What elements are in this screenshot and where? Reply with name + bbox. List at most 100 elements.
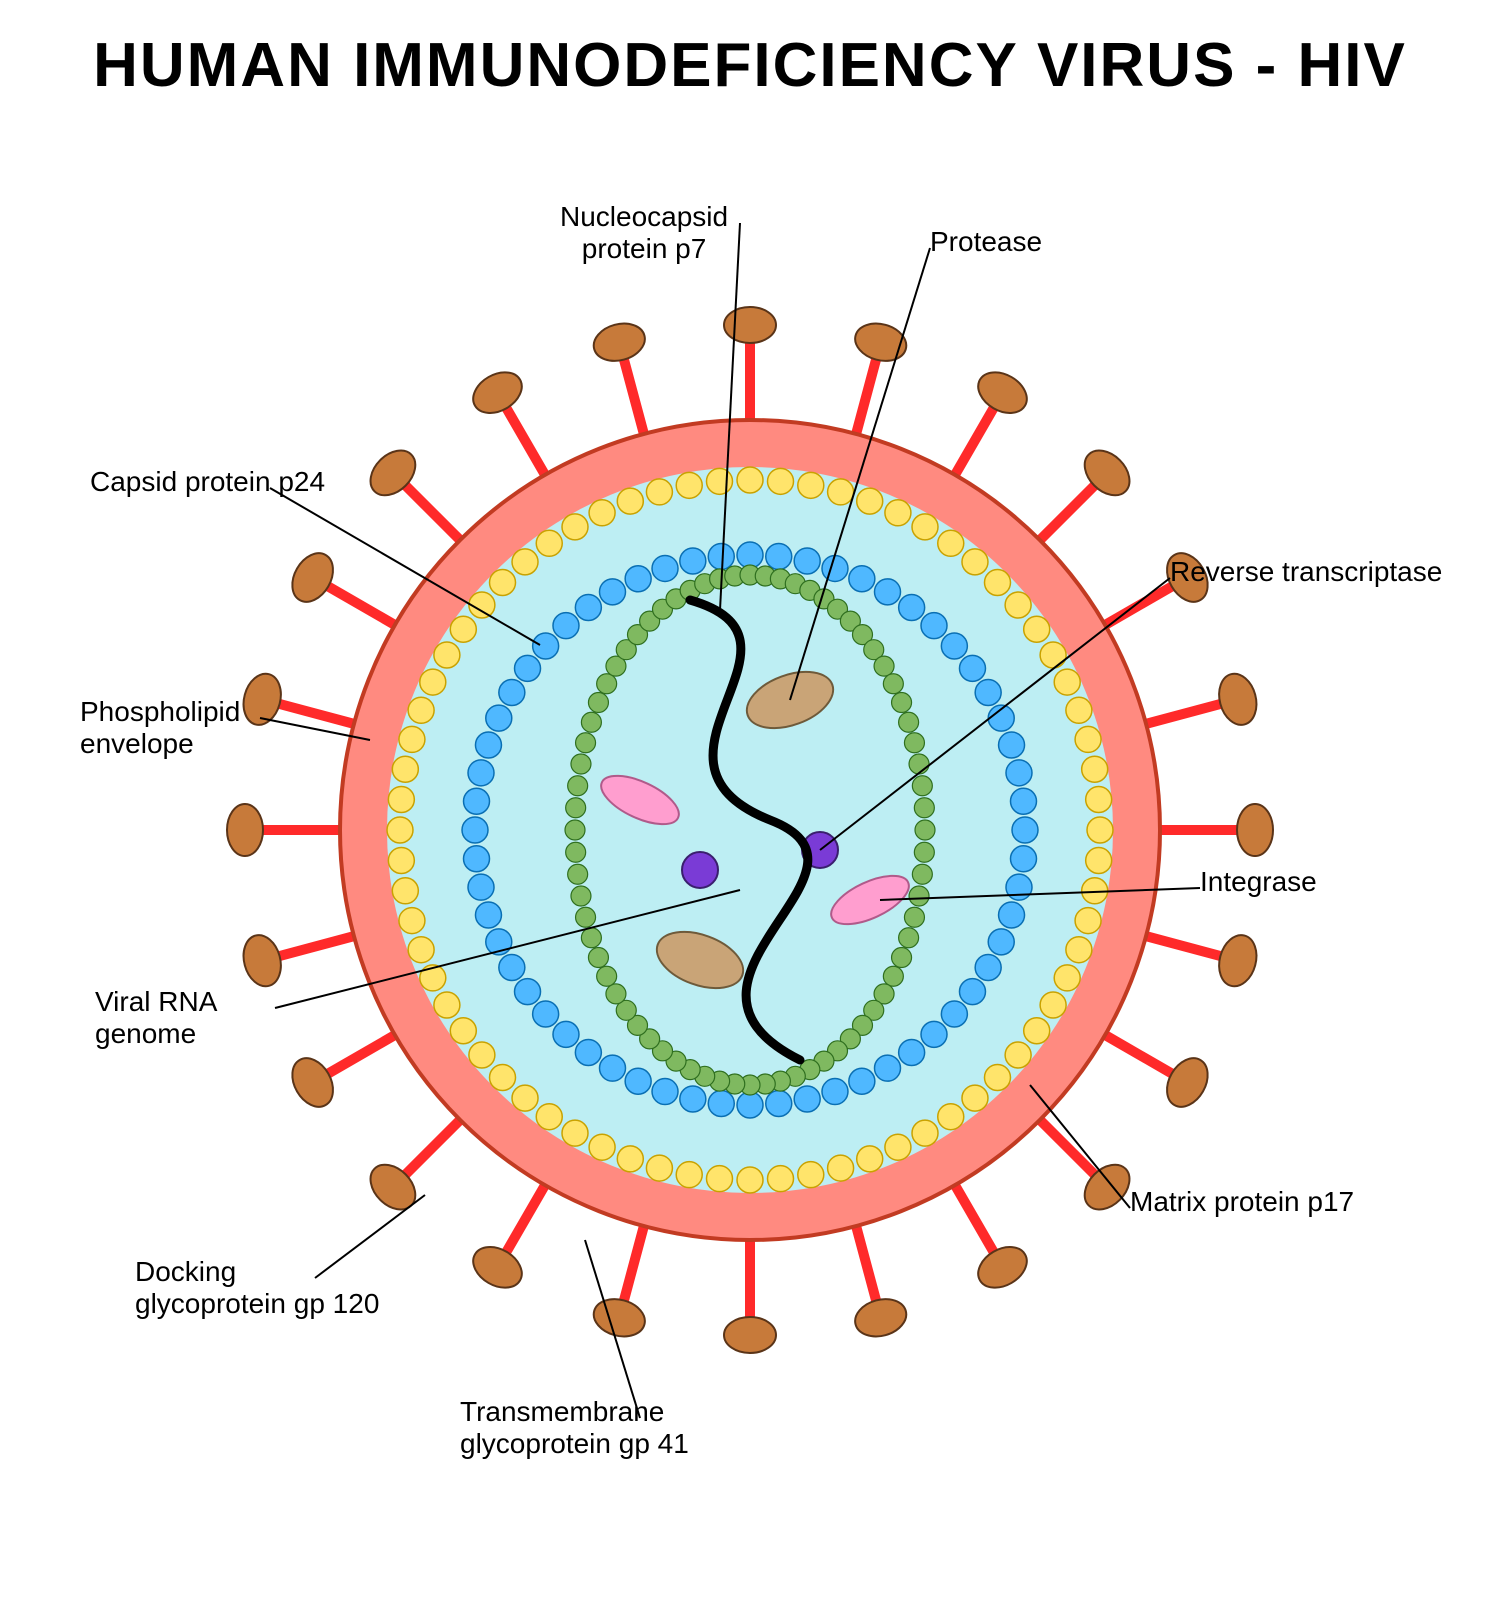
matrix-bead bbox=[706, 468, 732, 494]
matrix-bead bbox=[768, 1166, 794, 1192]
capsid-bead bbox=[468, 760, 494, 786]
matrix-bead bbox=[589, 1134, 615, 1160]
gp120-knob bbox=[1214, 931, 1262, 991]
matrix-bead bbox=[1066, 697, 1092, 723]
capsid-bead bbox=[988, 929, 1014, 955]
capsid-bead bbox=[1010, 846, 1036, 872]
capsid-bead bbox=[464, 788, 490, 814]
gp120-knob bbox=[971, 1239, 1034, 1296]
reverse-transcriptase-enzyme bbox=[682, 852, 718, 888]
capsid-bead bbox=[766, 1090, 792, 1116]
capsid-bead bbox=[575, 1039, 601, 1065]
matrix-bead bbox=[737, 467, 763, 493]
gp120-knob bbox=[590, 1294, 650, 1342]
gp120-knob bbox=[971, 364, 1034, 421]
nucleocapsid-bead bbox=[581, 712, 601, 732]
capsid-bead bbox=[625, 566, 651, 592]
capsid-bead bbox=[794, 548, 820, 574]
matrix-bead bbox=[676, 1162, 702, 1188]
capsid-bead bbox=[680, 548, 706, 574]
matrix-bead bbox=[1040, 642, 1066, 668]
capsid-bead bbox=[464, 846, 490, 872]
matrix-bead bbox=[962, 1085, 988, 1111]
capsid-bead bbox=[708, 544, 734, 570]
gp120-knob bbox=[238, 670, 286, 730]
capsid-bead bbox=[849, 1068, 875, 1094]
matrix-bead bbox=[938, 1104, 964, 1130]
matrix-bead bbox=[399, 908, 425, 934]
matrix-bead bbox=[912, 514, 938, 540]
matrix-bead bbox=[984, 570, 1010, 596]
capsid-bead bbox=[822, 1079, 848, 1105]
gp120-knob bbox=[466, 364, 529, 421]
matrix-bead bbox=[392, 756, 418, 782]
capsid-bead bbox=[737, 1092, 763, 1118]
nucleocapsid-bead bbox=[912, 776, 932, 796]
nucleocapsid-bead bbox=[597, 674, 617, 694]
matrix-bead bbox=[1024, 616, 1050, 642]
capsid-bead bbox=[708, 1090, 734, 1116]
capsid-bead bbox=[975, 680, 1001, 706]
matrix-bead bbox=[646, 479, 672, 505]
gp120-knob bbox=[1237, 804, 1273, 856]
label-rev_transcript: Reverse transcriptase bbox=[1170, 556, 1442, 588]
matrix-bead bbox=[798, 1162, 824, 1188]
nucleocapsid-bead bbox=[566, 798, 586, 818]
nucleocapsid-bead bbox=[571, 886, 591, 906]
capsid-bead bbox=[766, 544, 792, 570]
matrix-bead bbox=[562, 1120, 588, 1146]
capsid-bead bbox=[533, 1001, 559, 1027]
matrix-bead bbox=[1054, 965, 1080, 991]
capsid-bead bbox=[822, 555, 848, 581]
nucleocapsid-bead bbox=[914, 798, 934, 818]
capsid-bead bbox=[652, 555, 678, 581]
capsid-bead bbox=[553, 613, 579, 639]
matrix-bead bbox=[434, 992, 460, 1018]
matrix-bead bbox=[512, 1085, 538, 1111]
leader-line bbox=[1030, 1085, 1130, 1208]
matrix-bead bbox=[388, 786, 414, 812]
capsid-bead bbox=[941, 1001, 967, 1027]
matrix-bead bbox=[828, 1155, 854, 1181]
nucleocapsid-bead bbox=[571, 754, 591, 774]
matrix-bead bbox=[469, 1042, 495, 1068]
gp120-knob bbox=[227, 804, 263, 856]
capsid-bead bbox=[849, 566, 875, 592]
matrix-bead bbox=[1005, 1042, 1031, 1068]
label-nucleocapsid: Nucleocapsid protein p7 bbox=[560, 201, 728, 265]
capsid-bead bbox=[499, 680, 525, 706]
matrix-bead bbox=[828, 479, 854, 505]
matrix-bead bbox=[962, 549, 988, 575]
nucleocapsid-bead bbox=[899, 712, 919, 732]
nucleocapsid-bead bbox=[597, 966, 617, 986]
matrix-bead bbox=[1005, 592, 1031, 618]
gp120-knob bbox=[466, 1239, 529, 1296]
matrix-bead bbox=[408, 937, 434, 963]
gp120-knob bbox=[724, 1317, 776, 1353]
capsid-bead bbox=[875, 1055, 901, 1081]
capsid-bead bbox=[553, 1021, 579, 1047]
label-viral_rna: Viral RNA genome bbox=[95, 986, 217, 1050]
capsid-bead bbox=[899, 1039, 925, 1065]
matrix-bead bbox=[912, 1120, 938, 1146]
capsid-bead bbox=[921, 1021, 947, 1047]
nucleocapsid-bead bbox=[568, 776, 588, 796]
capsid-bead bbox=[468, 874, 494, 900]
gp120-knob bbox=[284, 1051, 341, 1114]
gp120-knob bbox=[724, 307, 776, 343]
matrix-bead bbox=[1040, 992, 1066, 1018]
label-matrix: Matrix protein p17 bbox=[1130, 1186, 1354, 1218]
capsid-bead bbox=[1012, 817, 1038, 843]
matrix-bead bbox=[387, 817, 413, 843]
nucleocapsid-bead bbox=[904, 907, 924, 927]
matrix-bead bbox=[857, 488, 883, 514]
nucleocapsid-bead bbox=[909, 886, 929, 906]
label-transmembrane: Transmembrane glycoprotein gp 41 bbox=[460, 1396, 689, 1460]
matrix-bead bbox=[706, 1166, 732, 1192]
capsid-bead bbox=[941, 633, 967, 659]
capsid-bead bbox=[600, 579, 626, 605]
matrix-bead bbox=[1087, 817, 1113, 843]
matrix-bead bbox=[536, 1104, 562, 1130]
matrix-bead bbox=[512, 549, 538, 575]
matrix-bead bbox=[885, 1134, 911, 1160]
